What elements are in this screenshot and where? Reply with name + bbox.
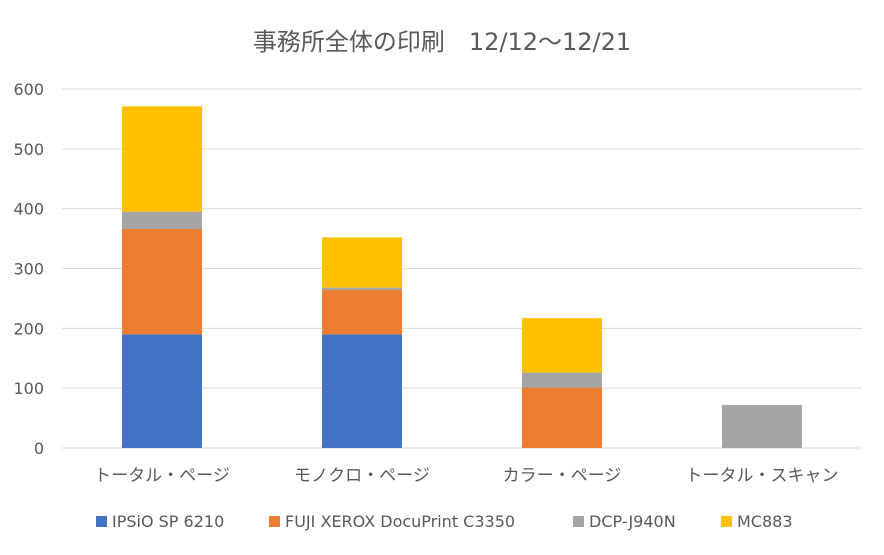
y-tick-label: 600 (13, 80, 44, 99)
legend-label: DCP-J940N (589, 512, 676, 531)
y-tick-label: 400 (13, 200, 44, 219)
bar-segment (322, 290, 402, 335)
bar-segment (122, 211, 202, 230)
x-tick-label: モノクロ・ページ (294, 466, 430, 486)
x-tick-label: カラー・ページ (503, 466, 622, 486)
legend: IPSiO SP 6210 FUJI XEROX DocuPrint C3350 D… (96, 512, 793, 531)
bar-segment (322, 237, 402, 288)
bar-segment (322, 334, 402, 448)
legend-swatch (269, 516, 280, 527)
legend-label: FUJI XEROX DocuPrint C3350 (285, 512, 515, 531)
y-tick-label: 300 (13, 260, 44, 279)
x-tick-label: トータル・ページ (94, 466, 230, 486)
y-tick-label: 100 (13, 379, 44, 398)
y-tick-label: 0 (34, 439, 44, 458)
legend-swatch (721, 516, 732, 527)
bar-segment (122, 106, 202, 212)
bar-segment (122, 334, 202, 448)
bars (122, 106, 802, 448)
legend-swatch (573, 516, 584, 527)
x-tick-label: トータル・スキャン (686, 466, 839, 486)
y-tick-label: 500 (13, 140, 44, 159)
bar-segment (522, 387, 602, 448)
bar-segment (722, 404, 802, 448)
bar-segment (122, 229, 202, 335)
legend-label: MC883 (737, 512, 793, 531)
bar-segment (322, 287, 402, 291)
bar-segment (522, 372, 602, 388)
chart-title: 事務所全体の印刷 12/12～12/21 (253, 28, 631, 56)
legend-label: IPSiO SP 6210 (112, 512, 224, 531)
y-tick-label: 200 (13, 319, 44, 338)
x-axis-ticks: トータル・ページ モノクロ・ページ カラー・ページ トータル・スキャン (94, 466, 838, 486)
bar-segment (522, 318, 602, 373)
legend-swatch (96, 516, 107, 527)
y-axis-ticks: 0 100 200 300 400 500 600 (13, 80, 44, 458)
